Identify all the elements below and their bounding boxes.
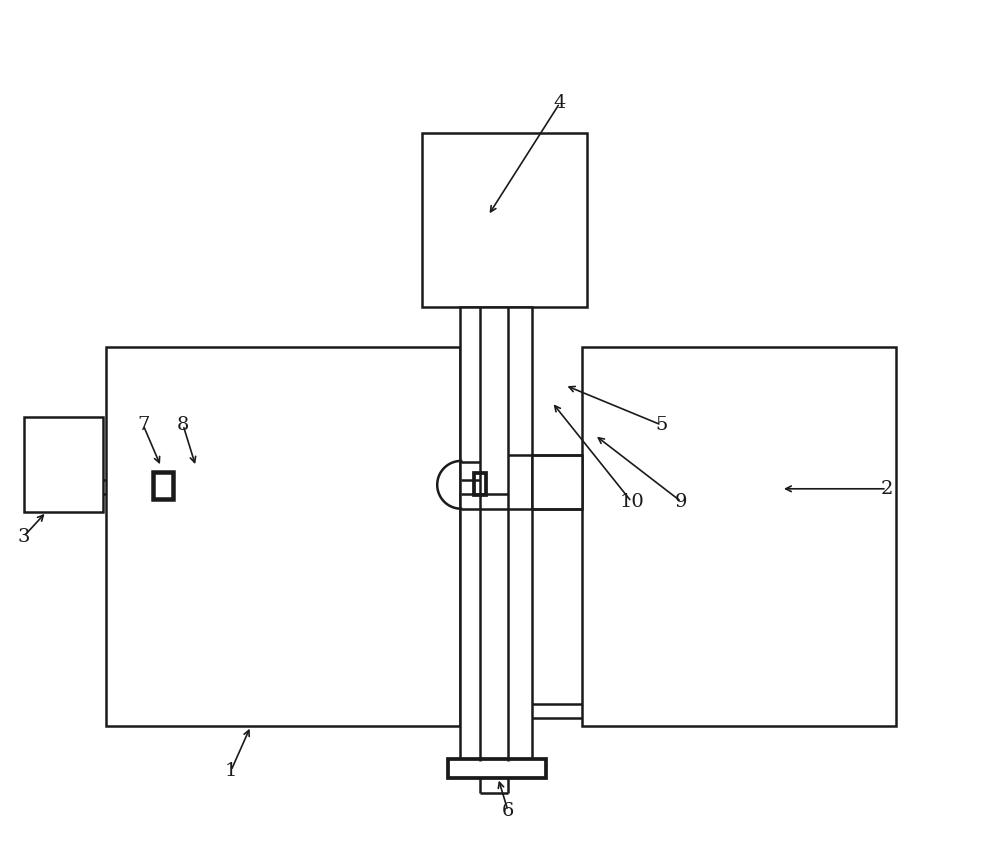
Bar: [448, 759, 546, 778]
Text: 3: 3: [17, 528, 30, 546]
Bar: [582, 347, 896, 726]
Bar: [153, 472, 173, 499]
Bar: [532, 455, 582, 509]
Text: 7: 7: [137, 416, 149, 434]
Text: 1: 1: [225, 762, 237, 780]
Bar: [460, 308, 532, 761]
Text: 4: 4: [554, 94, 566, 112]
Bar: [474, 473, 486, 494]
Bar: [422, 133, 587, 308]
Text: 5: 5: [655, 416, 668, 434]
Text: 10: 10: [619, 493, 644, 511]
Bar: [106, 347, 460, 726]
Text: 9: 9: [675, 493, 688, 511]
Bar: [24, 417, 103, 512]
Text: 6: 6: [502, 802, 514, 820]
Text: 2: 2: [881, 480, 893, 498]
Text: 8: 8: [177, 416, 189, 434]
